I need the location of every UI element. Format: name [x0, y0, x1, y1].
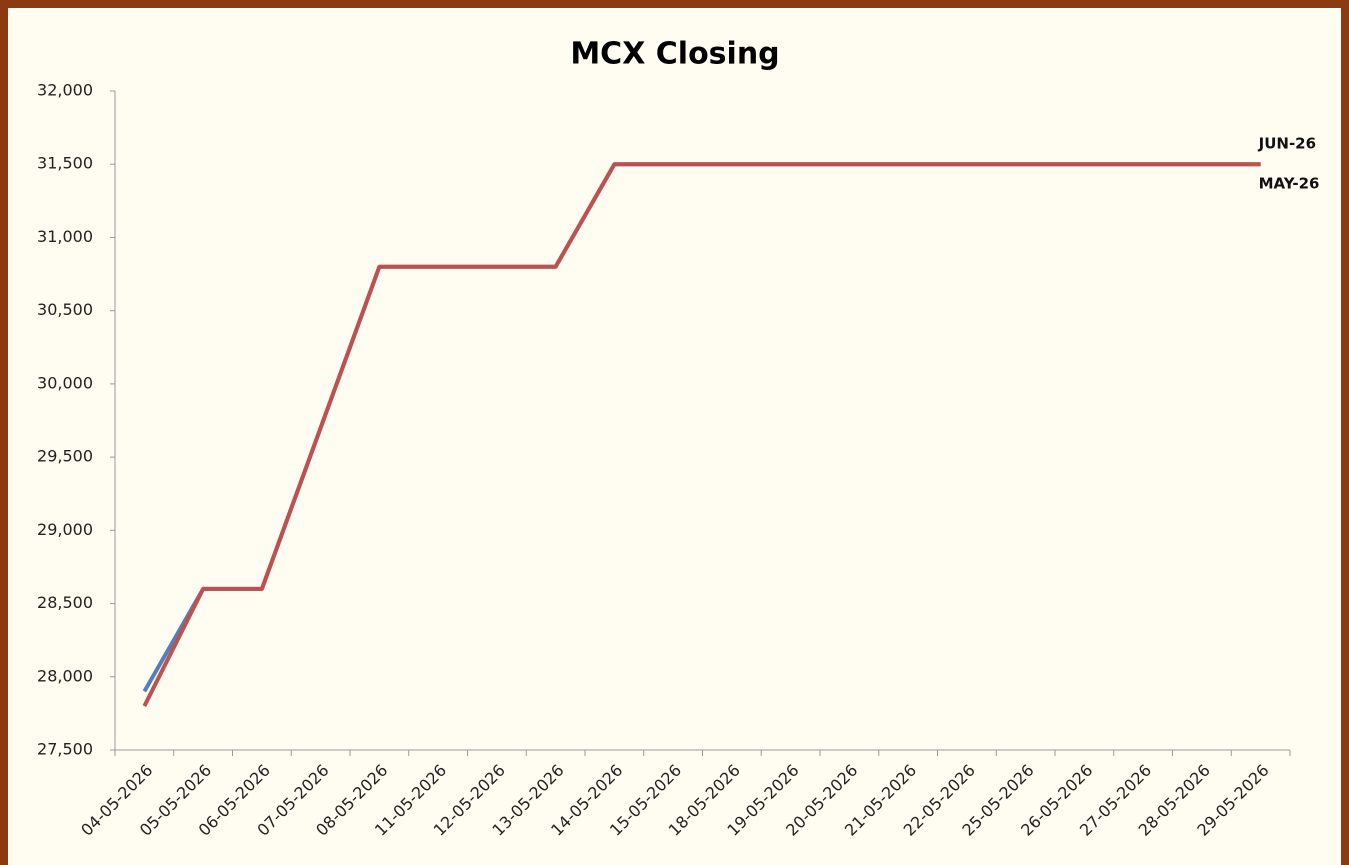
y-tick-label: 28,500	[37, 593, 93, 612]
y-tick-label: 30,500	[37, 300, 93, 319]
series-line	[142, 162, 1261, 707]
series-label: JUN-26	[1258, 135, 1316, 153]
y-tick-label: 31,000	[37, 227, 93, 246]
y-tick-label: 27,500	[37, 740, 93, 759]
y-tick-label: 29,000	[37, 520, 93, 539]
chart-title: MCX Closing	[570, 37, 779, 72]
y-tick-label: 31,500	[37, 154, 93, 173]
y-tick-label: 32,000	[37, 81, 93, 100]
y-tick-label: 30,000	[37, 373, 93, 392]
y-tick-label: 28,000	[37, 666, 93, 685]
y-tick-label: 29,500	[37, 447, 93, 466]
series-label: MAY-26	[1259, 175, 1320, 193]
